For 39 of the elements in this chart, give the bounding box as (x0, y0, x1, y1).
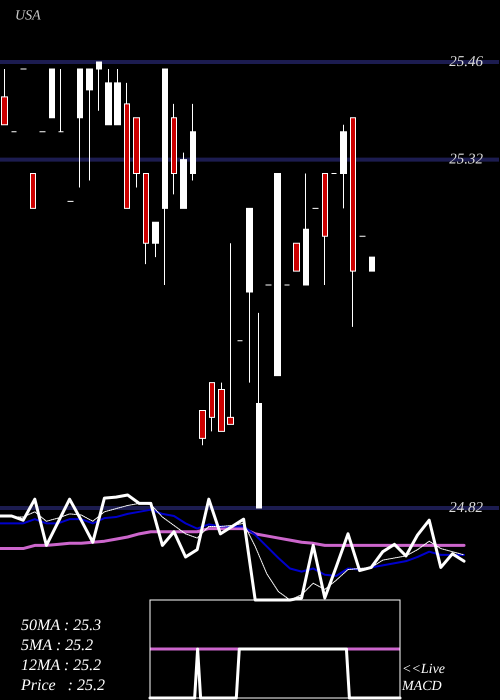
candlestick (143, 173, 149, 265)
candlestick (350, 117, 356, 328)
candlestick (209, 382, 215, 432)
candlestick (162, 68, 168, 286)
candlestick (86, 68, 93, 181)
y-tick-label: 25.32 (449, 152, 484, 168)
candlestick (49, 68, 55, 118)
candlestick (77, 68, 83, 188)
candlestick (114, 68, 121, 126)
candlestick (124, 82, 130, 209)
candlestick (322, 173, 328, 286)
chart-title: USA (15, 8, 42, 24)
y-tick-label: 24.82 (449, 500, 484, 516)
candlestick (1, 68, 8, 126)
text: 5MA : 25.2 (21, 637, 94, 654)
candlestick (171, 103, 177, 195)
candlestick (340, 124, 347, 209)
candlestick (180, 152, 187, 209)
candlestick (246, 208, 253, 384)
candlestick (105, 68, 112, 126)
candlestick (199, 410, 206, 446)
candlestick (303, 173, 309, 286)
candlestick (369, 256, 375, 272)
candlestick (152, 222, 159, 258)
candlestick (58, 68, 64, 132)
text: 12MA : 25.2 (21, 657, 102, 674)
candlestick (190, 103, 196, 181)
candlestick (30, 173, 36, 209)
text: Price : 25.2 (20, 677, 105, 694)
candlestick (96, 62, 102, 112)
text: <<Live MACD (401, 662, 448, 694)
candlestick (227, 242, 234, 425)
y-tick-label: 25.46 (449, 54, 484, 70)
candlestick (256, 312, 262, 508)
text: 50MA : 25.3 (21, 617, 102, 634)
candlestick (293, 242, 300, 272)
candlestick (218, 382, 225, 432)
candlestick (133, 117, 140, 188)
candlestick (274, 173, 281, 376)
